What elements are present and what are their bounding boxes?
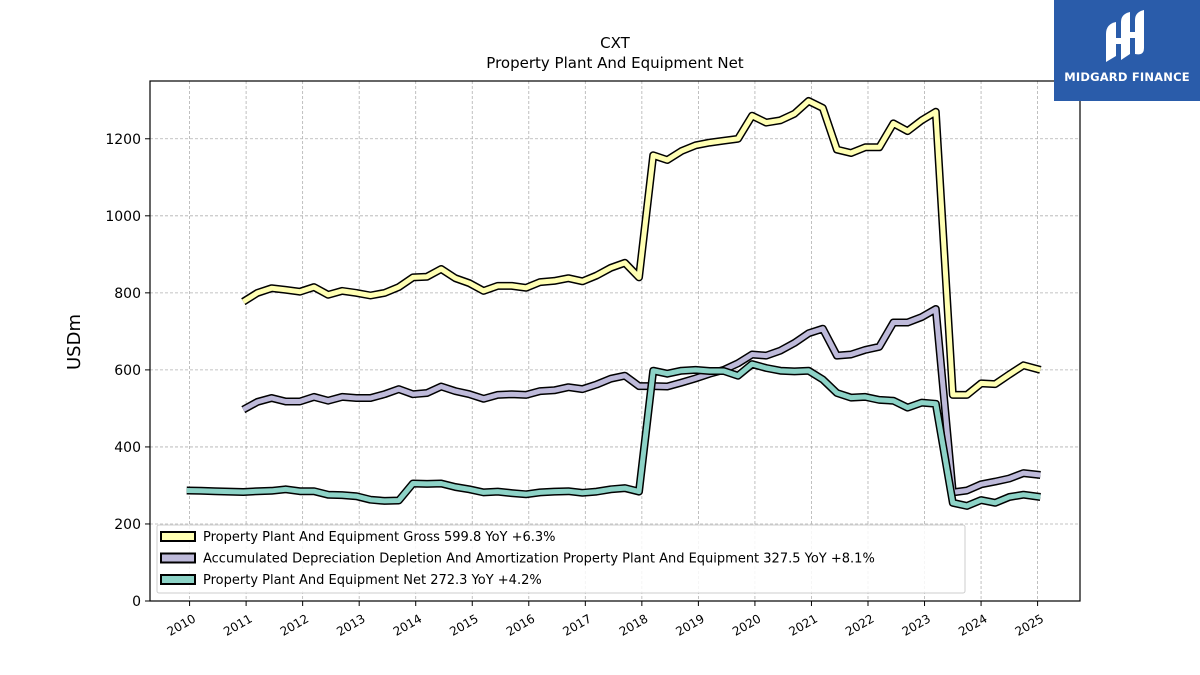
y-tick-label: 600 — [114, 363, 141, 379]
legend-box — [156, 524, 966, 594]
legend-label: Property Plant And Equipment Gross 599.8… — [203, 530, 556, 545]
series-3 — [186, 360, 1041, 510]
x-tick-label: 2020 — [730, 611, 763, 638]
x-axis: 2010 2011 2012 2013 2014 2015 2016 2017 2018 2019… — [165, 601, 1046, 639]
series-line — [186, 361, 1041, 509]
legend-label: Property Plant And Equipment Net 272.3 Y… — [203, 573, 542, 588]
y-axis: 0 200 400 600 800 1000 1200 — [105, 132, 150, 610]
series-line — [241, 98, 1042, 398]
grid — [150, 81, 1080, 602]
plot-frame — [149, 80, 1081, 602]
x-tick-label: 2024 — [956, 611, 989, 638]
midgard-finance-logo: MIDGARD FINANCE — [1054, 0, 1200, 101]
x-tick-label: 2023 — [900, 611, 933, 638]
x-tick-label: 2019 — [673, 611, 706, 638]
x-tick-label: 2022 — [843, 611, 876, 638]
series-outline — [186, 360, 1041, 510]
x-tick-label: 2012 — [278, 611, 311, 638]
y-tick-label: 400 — [114, 440, 141, 456]
y-tick-label: 1000 — [105, 209, 141, 225]
y-tick-label: 0 — [132, 594, 141, 610]
x-tick-label: 2013 — [334, 611, 367, 638]
series-line — [242, 306, 1041, 495]
y-tick-label: 200 — [114, 517, 141, 533]
series-lines — [186, 97, 1042, 510]
series-1 — [241, 97, 1042, 399]
series-2 — [241, 305, 1041, 497]
logo-mark-icon — [1106, 10, 1144, 62]
y-axis-label: USDm — [64, 314, 85, 370]
x-tick-label: 2015 — [447, 611, 480, 638]
y-tick-label: 1200 — [105, 132, 141, 148]
logo-text: MIDGARD FINANCE — [1064, 70, 1190, 84]
chart-title: CXT — [600, 34, 630, 52]
x-tick-label: 2016 — [504, 611, 537, 638]
legend-swatch — [160, 552, 196, 564]
x-tick-label: 2025 — [1013, 611, 1046, 638]
y-tick-label: 800 — [114, 286, 141, 302]
x-tick-label: 2021 — [787, 611, 820, 638]
legend-swatch — [160, 574, 196, 585]
chart-subtitle: Property Plant And Equipment Net — [486, 54, 743, 72]
x-tick-label: 2018 — [617, 611, 650, 638]
x-tick-label: 2014 — [391, 611, 424, 638]
x-tick-label: 2010 — [165, 611, 198, 638]
x-tick-label: 2017 — [560, 611, 593, 638]
legend: Property Plant And Equipment Gross 599.8… — [156, 524, 966, 594]
x-tick-label: 2011 — [221, 611, 254, 638]
legend-swatch — [160, 531, 196, 542]
legend-label: Accumulated Depreciation Depletion And A… — [203, 552, 875, 567]
